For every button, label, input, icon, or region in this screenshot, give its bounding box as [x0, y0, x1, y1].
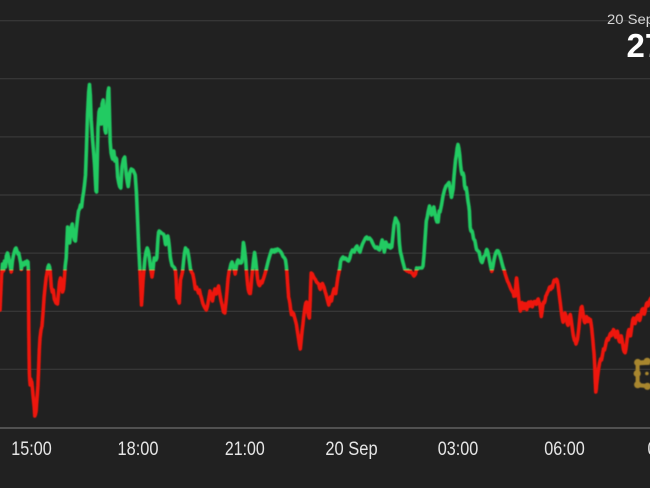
svg-text:15:00: 15:00: [11, 439, 51, 460]
svg-text:21:00: 21:00: [225, 439, 265, 460]
svg-text:20 Sep: 20 Sep: [607, 12, 650, 27]
svg-text:09:00: 09:00: [648, 439, 650, 460]
svg-text:06:00: 06:00: [544, 439, 585, 460]
svg-text:03:00: 03:00: [438, 439, 479, 460]
svg-text:20 Sep: 20 Sep: [325, 439, 377, 460]
svg-text:18:00: 18:00: [118, 439, 159, 460]
svg-text:27,123: 27,123: [627, 27, 650, 64]
